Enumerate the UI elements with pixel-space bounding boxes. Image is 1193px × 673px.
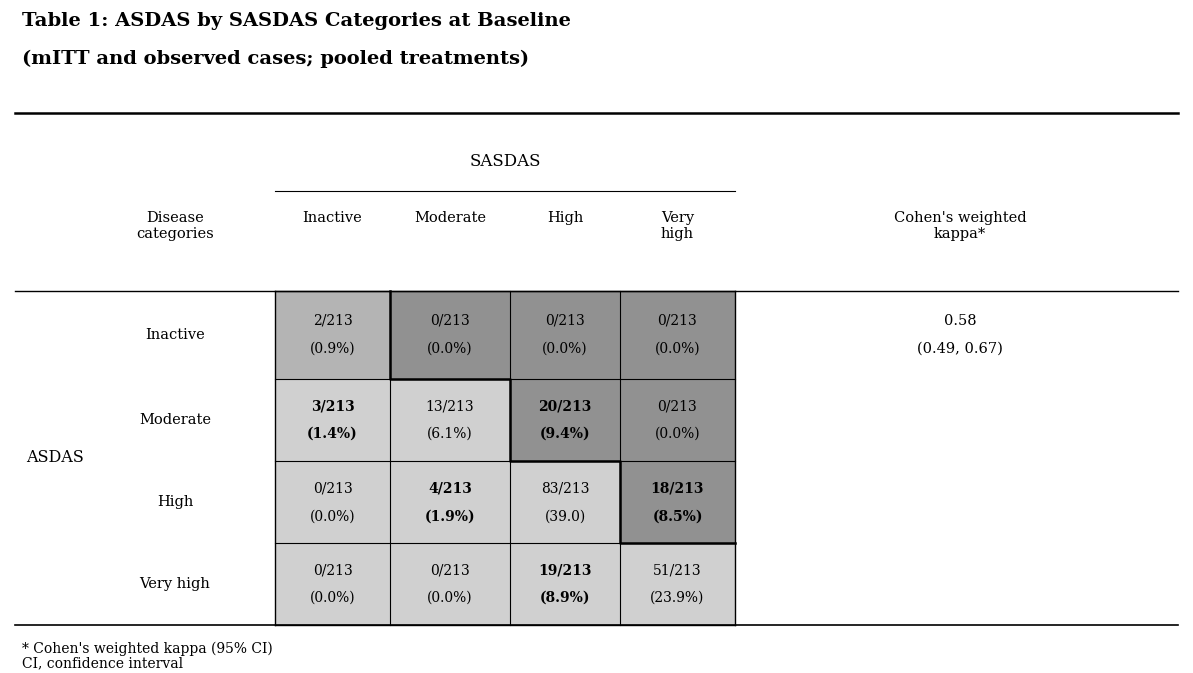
Bar — [276, 291, 390, 379]
Text: (0.0%): (0.0%) — [542, 342, 588, 355]
Bar — [620, 461, 735, 544]
Text: 0/213: 0/213 — [657, 399, 698, 413]
Bar — [390, 291, 509, 379]
Text: 51/213: 51/213 — [654, 563, 701, 577]
Bar — [509, 461, 620, 544]
Text: (1.4%): (1.4%) — [307, 427, 358, 441]
Bar — [276, 544, 390, 625]
Text: 83/213: 83/213 — [540, 481, 589, 495]
Text: High: High — [546, 211, 583, 225]
Text: (8.9%): (8.9%) — [539, 591, 591, 605]
Bar — [390, 544, 509, 625]
Text: (0.9%): (0.9%) — [310, 342, 356, 355]
Text: 0/213: 0/213 — [545, 314, 585, 328]
Text: 2/213: 2/213 — [313, 314, 352, 328]
Text: (0.0%): (0.0%) — [427, 342, 472, 355]
Text: SASDAS: SASDAS — [469, 153, 540, 170]
Text: (6.1%): (6.1%) — [427, 427, 472, 441]
Text: Inactive: Inactive — [146, 328, 205, 342]
Bar — [620, 379, 735, 461]
Text: Very
high: Very high — [661, 211, 694, 242]
Text: Moderate: Moderate — [414, 211, 486, 225]
Text: 0/213: 0/213 — [313, 563, 352, 577]
Bar — [620, 291, 735, 379]
Text: 0/213: 0/213 — [431, 563, 470, 577]
Text: Table 1: ASDAS by SASDAS Categories at Baseline: Table 1: ASDAS by SASDAS Categories at B… — [21, 12, 571, 30]
Text: 0/213: 0/213 — [313, 481, 352, 495]
Text: 0/213: 0/213 — [657, 314, 698, 328]
Text: (0.0%): (0.0%) — [310, 509, 356, 523]
Bar — [276, 461, 390, 544]
Text: Inactive: Inactive — [303, 211, 363, 225]
Text: (1.9%): (1.9%) — [425, 509, 475, 523]
Text: (0.0%): (0.0%) — [655, 342, 700, 355]
Text: Moderate: Moderate — [140, 413, 211, 427]
Bar — [509, 544, 620, 625]
Text: CI, confidence interval: CI, confidence interval — [21, 657, 183, 670]
Text: High: High — [156, 495, 193, 509]
Text: (0.0%): (0.0%) — [655, 427, 700, 441]
Text: Cohen's weighted
kappa*: Cohen's weighted kappa* — [894, 211, 1026, 242]
Bar — [276, 379, 390, 461]
Text: Disease
categories: Disease categories — [136, 211, 214, 242]
Text: 4/213: 4/213 — [428, 481, 472, 495]
Text: 19/213: 19/213 — [538, 563, 592, 577]
Text: (0.49, 0.67): (0.49, 0.67) — [917, 342, 1003, 355]
Text: (mITT and observed cases; pooled treatments): (mITT and observed cases; pooled treatme… — [21, 50, 530, 68]
Text: (8.5%): (8.5%) — [653, 509, 703, 523]
Bar — [390, 461, 509, 544]
Text: 13/213: 13/213 — [426, 399, 475, 413]
Bar — [509, 379, 620, 461]
Bar — [390, 379, 509, 461]
Text: Very high: Very high — [140, 577, 210, 591]
Text: * Cohen's weighted kappa (95% CI): * Cohen's weighted kappa (95% CI) — [21, 641, 273, 656]
Text: 0/213: 0/213 — [431, 314, 470, 328]
Bar — [620, 544, 735, 625]
Bar — [509, 291, 620, 379]
Text: ASDAS: ASDAS — [26, 449, 84, 466]
Text: (39.0): (39.0) — [544, 509, 586, 523]
Text: 0.58: 0.58 — [944, 314, 976, 328]
Text: (23.9%): (23.9%) — [650, 591, 705, 605]
Text: (0.0%): (0.0%) — [427, 591, 472, 605]
Text: 20/213: 20/213 — [538, 399, 592, 413]
Text: 18/213: 18/213 — [650, 481, 704, 495]
Text: (9.4%): (9.4%) — [539, 427, 591, 441]
Text: 3/213: 3/213 — [310, 399, 354, 413]
Text: (0.0%): (0.0%) — [310, 591, 356, 605]
